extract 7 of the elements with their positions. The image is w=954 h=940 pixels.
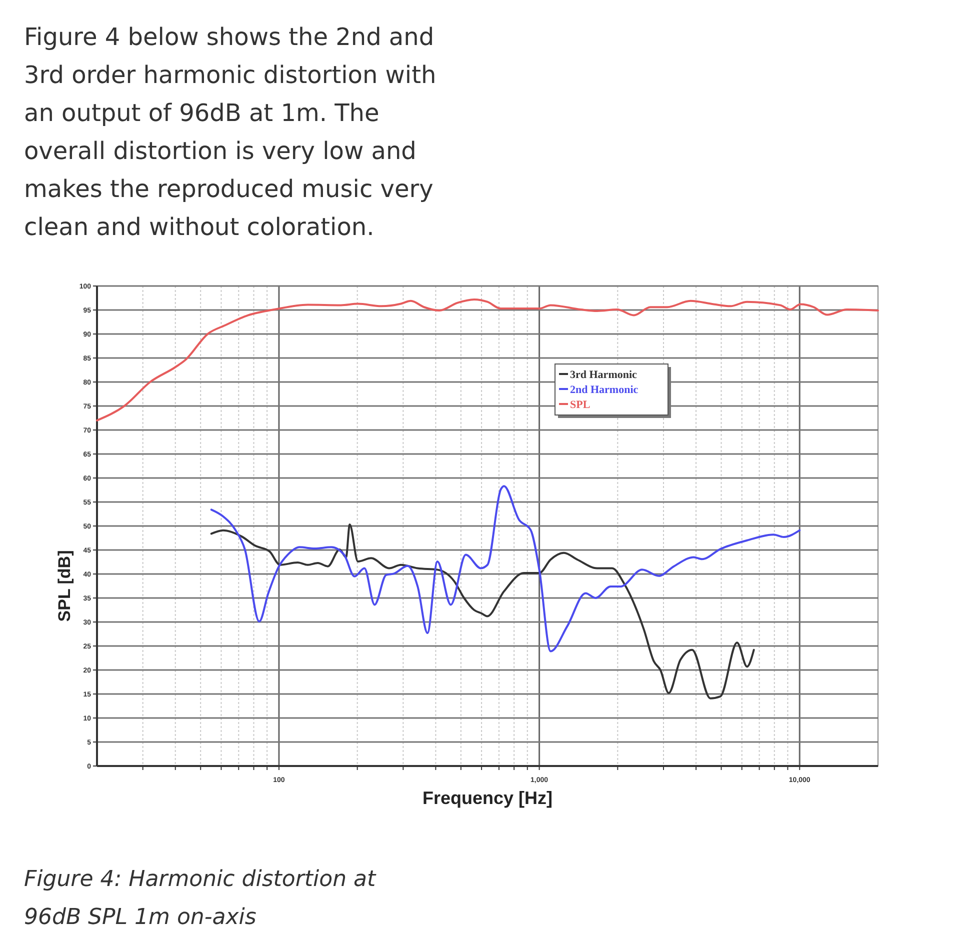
legend-label: SPL xyxy=(570,398,590,411)
legend-label: 3rd Harmonic xyxy=(570,368,638,381)
caption: Figure 4: Harmonic distortion at 96dB SPL 1m on-axis xyxy=(24,867,378,930)
legend-label: 2nd Harmonic xyxy=(570,384,638,396)
y-axis-title: SPL [dB] xyxy=(55,550,74,622)
x-axis-title: Frequency [Hz] xyxy=(422,788,553,808)
caption: Figure 4 below shows the 2nd and 3rd order harmonic distortion with an output of 96dB at 1m. The overall distortion is very low and makes the reproduced music very clean and without coloration. xyxy=(24,23,436,241)
